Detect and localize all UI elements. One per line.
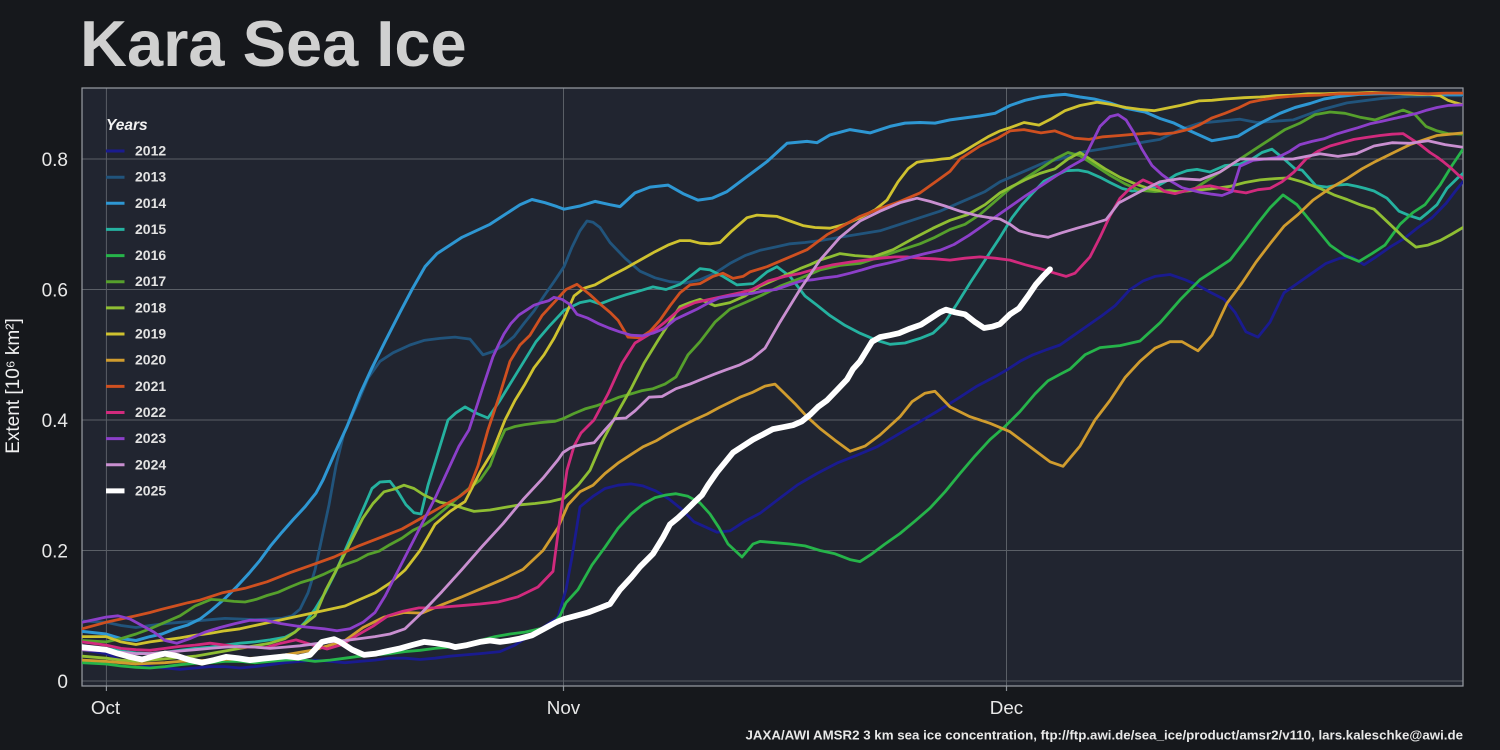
svg-text:0: 0 [57, 672, 68, 693]
svg-text:2023: 2023 [135, 430, 166, 446]
svg-text:2021: 2021 [135, 378, 166, 394]
svg-text:2019: 2019 [135, 326, 166, 342]
svg-text:2016: 2016 [135, 247, 166, 263]
svg-text:2020: 2020 [135, 352, 166, 368]
svg-text:2024: 2024 [135, 456, 166, 472]
svg-text:2022: 2022 [135, 404, 166, 420]
svg-text:Extent [10⁶ km²]: Extent [10⁶ km²] [3, 318, 24, 454]
svg-text:Oct: Oct [91, 697, 121, 718]
svg-text:2017: 2017 [135, 273, 166, 289]
svg-text:Nov: Nov [547, 697, 581, 718]
svg-text:2013: 2013 [135, 169, 166, 185]
svg-text:Dec: Dec [990, 697, 1023, 718]
svg-text:2015: 2015 [135, 221, 166, 237]
svg-text:0.2: 0.2 [42, 542, 68, 563]
svg-text:2018: 2018 [135, 299, 166, 315]
svg-text:Years: Years [106, 117, 148, 134]
svg-text:0.6: 0.6 [42, 281, 68, 302]
svg-text:JAXA/AWI AMSR2 3 km sea ice co: JAXA/AWI AMSR2 3 km sea ice concentratio… [746, 728, 1464, 743]
svg-text:2025: 2025 [135, 482, 166, 498]
svg-text:2014: 2014 [135, 195, 166, 211]
svg-text:0.4: 0.4 [42, 411, 69, 432]
svg-text:2012: 2012 [135, 143, 166, 159]
svg-text:0.8: 0.8 [42, 150, 68, 171]
